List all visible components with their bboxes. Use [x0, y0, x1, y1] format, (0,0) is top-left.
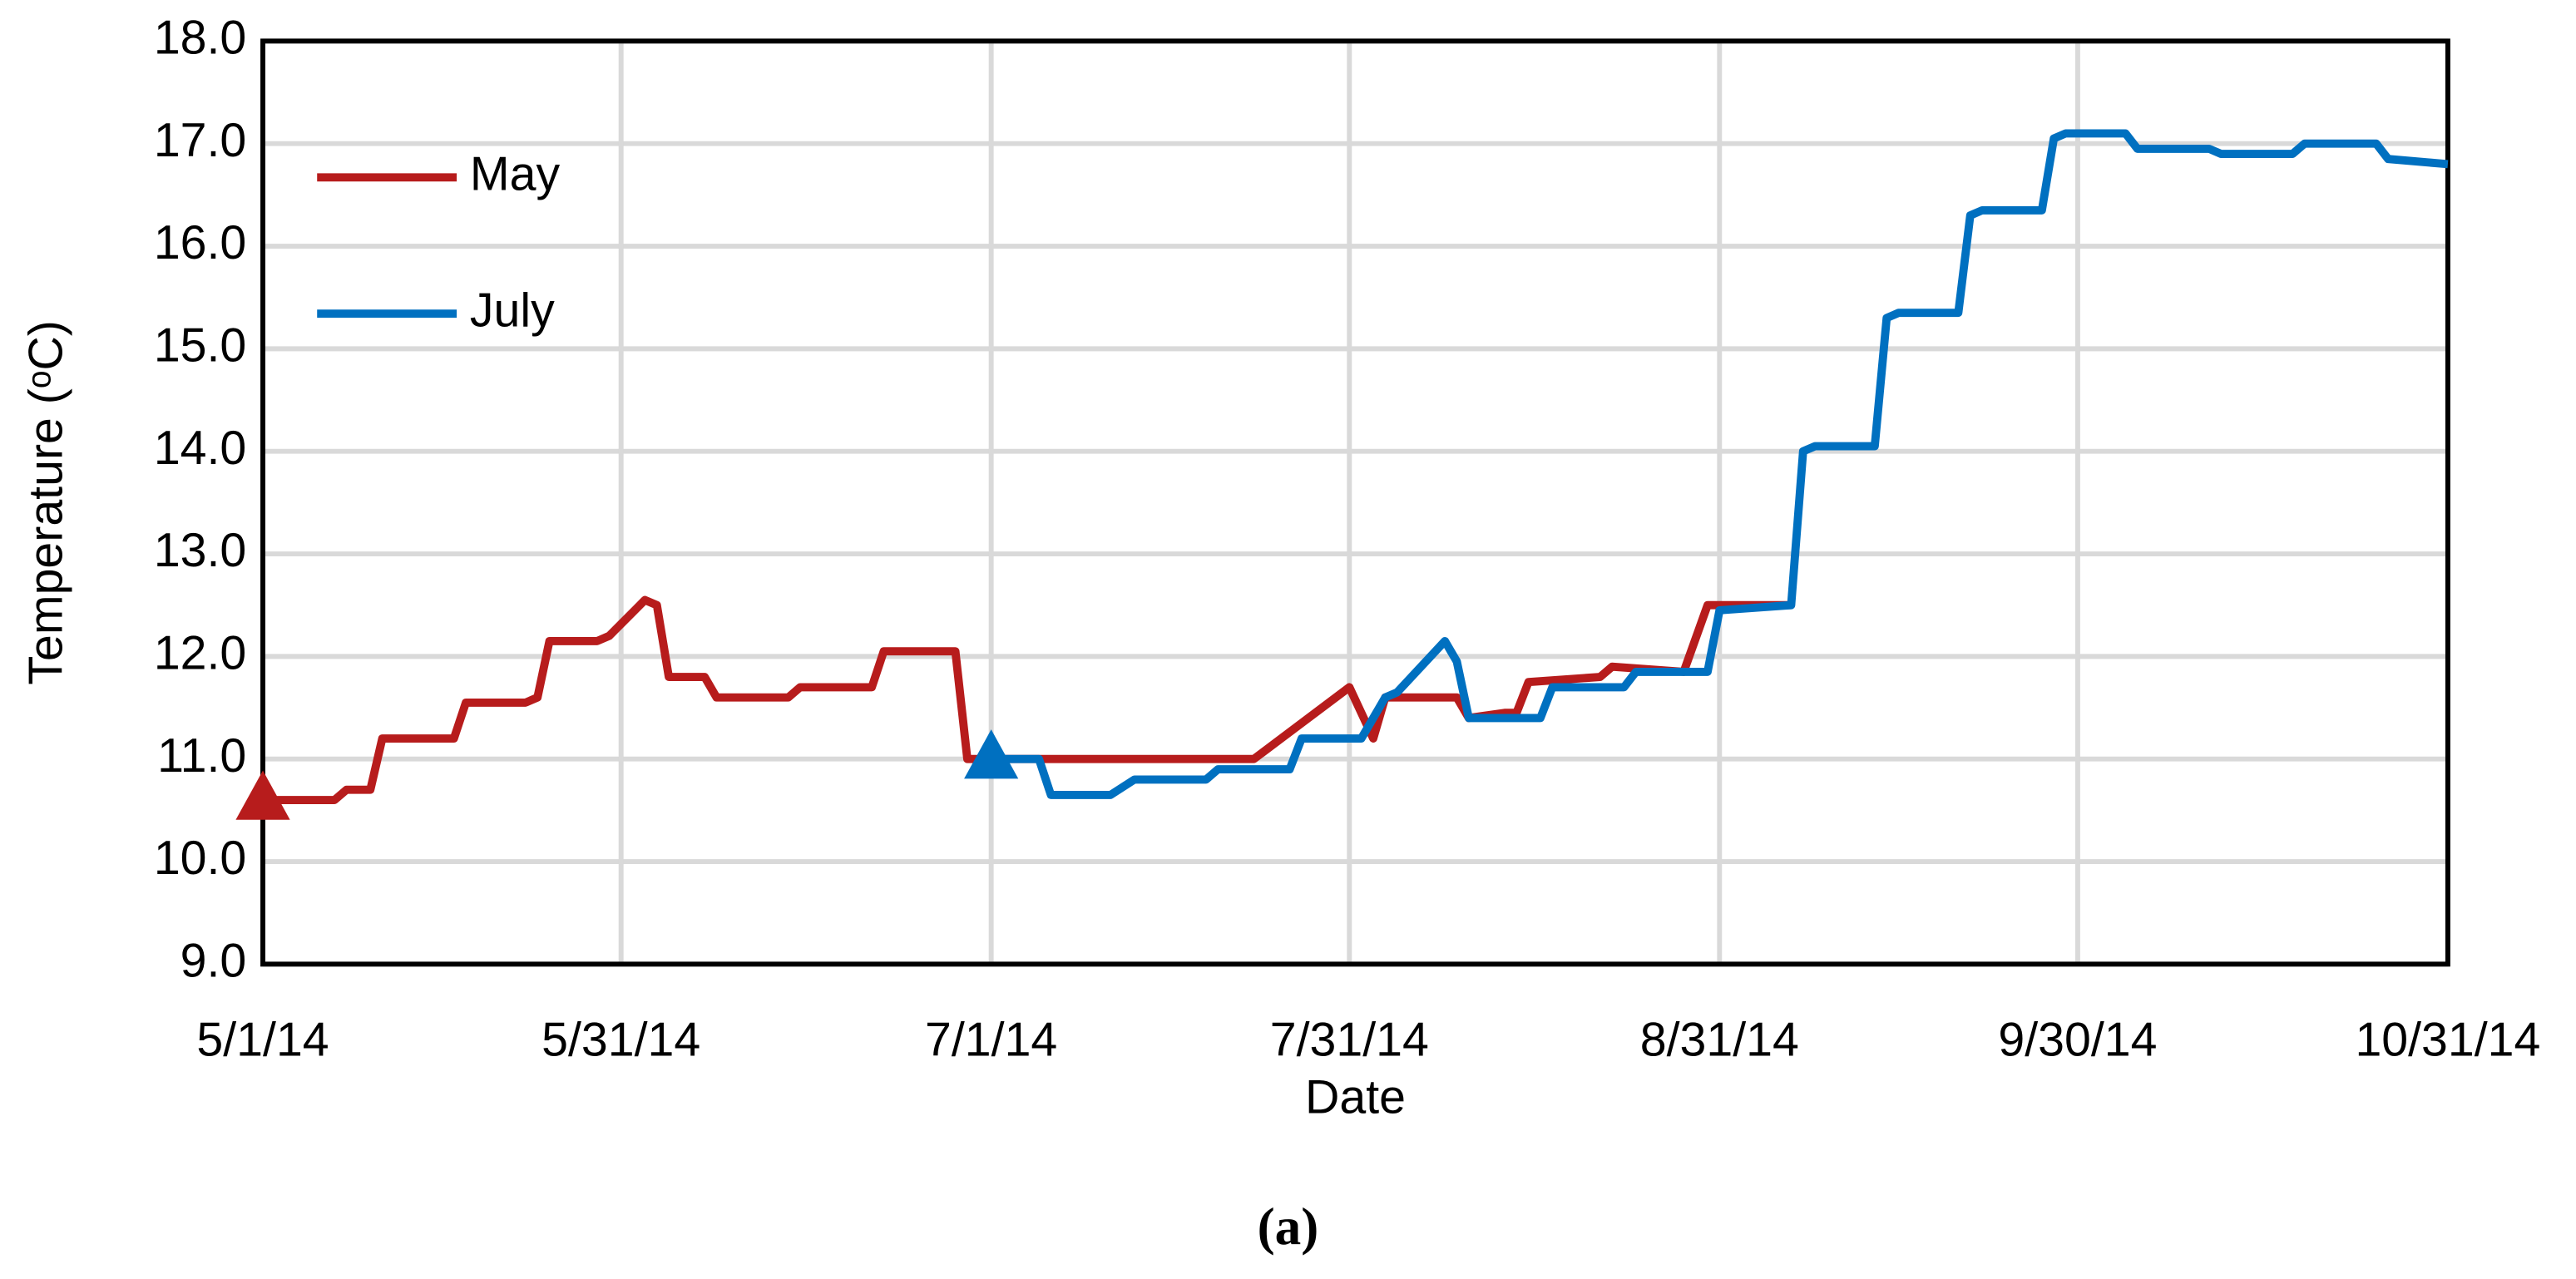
y-tick-label: 18.0	[154, 12, 246, 65]
y-tick-label: 15.0	[154, 319, 246, 373]
y-tick-label: 16.0	[154, 216, 246, 269]
y-tick-label: 11.0	[157, 729, 246, 783]
x-tick-label: 5/1/14	[196, 1013, 329, 1066]
y-tick-label: 17.0	[154, 114, 246, 167]
x-tick-label: 8/31/14	[1640, 1013, 1799, 1066]
y-tick-label: 12.0	[154, 627, 246, 680]
y-tick-label: 10.0	[154, 832, 246, 885]
line-series	[991, 129, 2449, 799]
line-series	[263, 595, 1792, 804]
y-tick-label: 13.0	[154, 524, 246, 577]
x-tick-label: 9/30/14	[1998, 1013, 2157, 1066]
y-axis-title: Temperature (ᵒC)	[19, 320, 72, 685]
caption: (a)	[1258, 1198, 1319, 1256]
x-tick-label: 10/31/14	[2355, 1013, 2540, 1066]
start-marker	[235, 770, 290, 820]
x-tick-label: 7/31/14	[1270, 1013, 1429, 1066]
y-tick-label: 9.0	[180, 935, 247, 988]
x-tick-label: 7/1/14	[925, 1013, 1057, 1066]
plot-frame	[260, 38, 2450, 967]
start-marker	[964, 729, 1019, 779]
y-tick-label: 14.0	[154, 422, 246, 475]
x-axis-title: Date	[1305, 1070, 1406, 1123]
legend-label: May	[470, 147, 561, 200]
legend-label: July	[470, 284, 555, 337]
x-tick-label: 5/31/14	[541, 1013, 700, 1066]
